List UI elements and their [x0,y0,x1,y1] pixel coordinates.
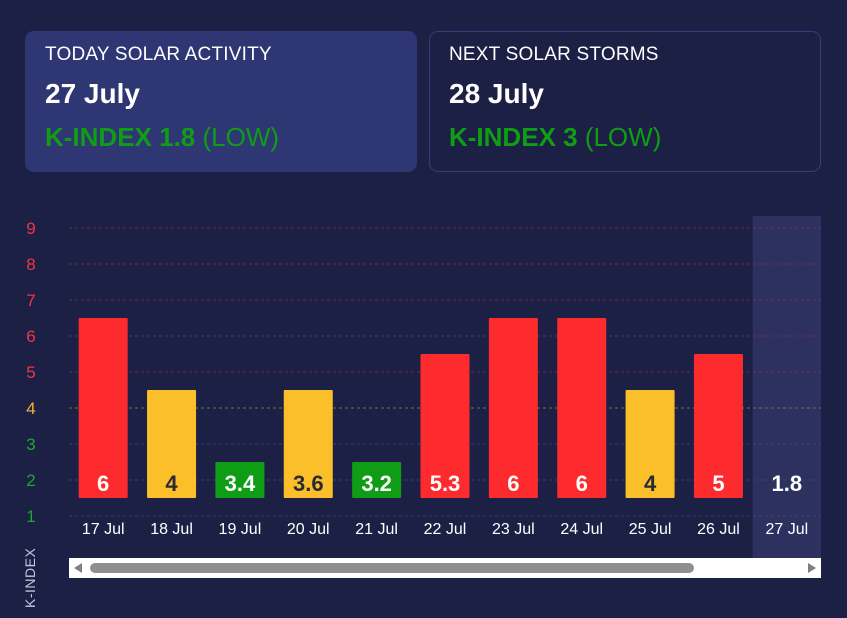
y-tick-label: 2 [26,471,35,490]
y-axis-label: K-INDEX [22,547,38,608]
bar-value-label: 6 [507,471,519,496]
today-kindex-level: (LOW) [202,122,280,152]
y-tick-label: 7 [26,291,35,310]
x-tick-label: 18 Jul [150,521,193,538]
today-solar-activity-card: TODAY SOLAR ACTIVITY 27 July K-INDEX 1.8… [25,31,417,172]
y-tick-label: 1 [26,507,35,526]
bar [147,390,197,498]
next-card-kindex: K-INDEX 3 (LOW) [449,122,820,153]
bar-value-label: 3.6 [293,471,324,496]
y-tick-label: 9 [26,219,35,238]
y-tick-label: 8 [26,255,35,274]
next-card-heading: NEXT SOLAR STORMS [449,44,659,65]
bar-value-label: 3.4 [225,471,256,496]
scroll-right-arrow-icon[interactable] [808,563,816,573]
x-tick-label: 22 Jul [424,521,467,538]
bar-value-label: 5.3 [430,471,461,496]
next-card-date: 28 July [449,78,544,109]
scrollbar-thumb[interactable] [90,563,694,573]
bar-value-label: 4 [644,471,657,496]
y-tick-label: 5 [26,363,35,382]
x-tick-label: 25 Jul [629,521,672,538]
bar [420,354,470,498]
x-tick-label: 19 Jul [219,521,262,538]
x-tick-label: 20 Jul [287,521,330,538]
next-solar-storms-card: NEXT SOLAR STORMS 28 July K-INDEX 3 (LOW… [429,31,821,172]
bar [283,390,333,498]
next-kindex-value: K-INDEX 3 [449,122,578,152]
x-tick-label: 24 Jul [560,521,603,538]
scroll-left-arrow-icon[interactable] [74,563,82,573]
x-tick-label: 23 Jul [492,521,535,538]
bar [557,318,607,498]
bar [215,462,265,498]
today-card-date: 27 July [45,78,140,109]
bar-value-label: 1.8 [772,471,803,496]
bar-value-label: 5 [712,471,724,496]
bar-value-label: 4 [165,471,178,496]
today-kindex-value: K-INDEX 1.8 [45,122,196,152]
x-tick-label: 21 Jul [355,521,398,538]
today-card-heading: TODAY SOLAR ACTIVITY [45,44,272,65]
x-tick-label: 17 Jul [82,521,125,538]
bar-value-label: 3.2 [361,471,392,496]
bar-value-label: 6 [576,471,588,496]
bar [352,462,402,498]
next-kindex-level: (LOW) [584,122,662,152]
highlighted-column [752,216,821,558]
bar [625,390,675,498]
y-tick-label: 4 [26,399,35,418]
bar [693,354,743,498]
bar [488,318,538,498]
bar-value-label: 6 [97,471,109,496]
x-tick-label: 27 Jul [765,521,808,538]
y-tick-label: 3 [26,435,35,454]
today-card-kindex: K-INDEX 1.8 (LOW) [45,122,417,153]
chart-horizontal-scrollbar[interactable] [69,558,821,578]
bar [78,318,128,498]
x-tick-label: 26 Jul [697,521,740,538]
y-tick-label: 6 [26,327,35,346]
